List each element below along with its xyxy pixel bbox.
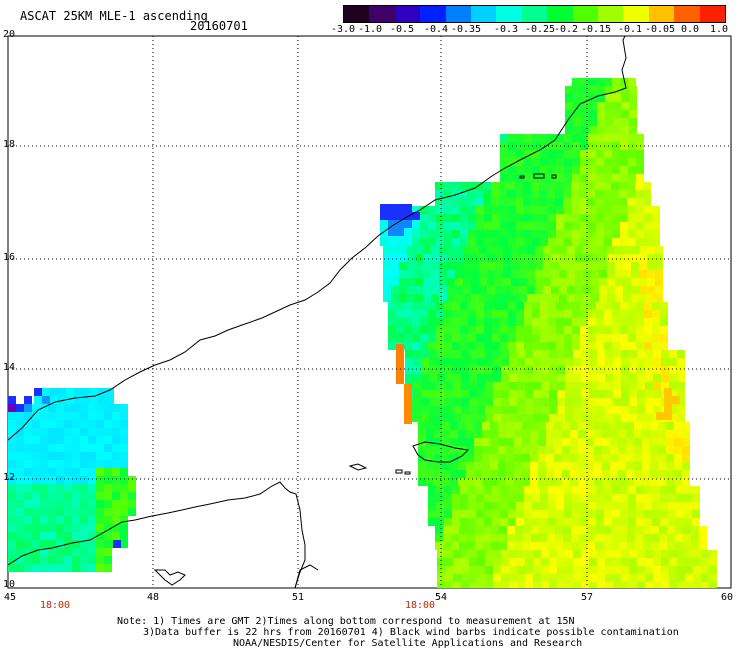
note-line-1: Note: 1) Times are GMT 2)Times along bot… [117,616,575,627]
note-line-3: NOAA/NESDIS/Center for Satellite Applica… [233,638,583,649]
colorbar-segment [420,6,446,22]
colorbar-segment [572,6,599,22]
island [395,469,403,474]
longitude-label: 57 [580,592,594,603]
product-title: ASCAT 25KM MLE-1 ascending [20,9,208,23]
colorbar-segment [344,6,370,22]
colorbar-tick-label: 0.0 [680,24,700,35]
latitude-label: 14 [3,362,16,373]
colorbar-tick-label: -0.1 [617,24,643,35]
colorbar-tick-label: 1.0 [709,24,729,35]
island [551,174,557,179]
latitude-label: 10 [3,579,16,590]
colorbar-tick-label: -0.5 [389,24,415,35]
colorbar [343,5,726,23]
latitude-label: 12 [3,472,16,483]
coastline-somalia [7,481,306,589]
note-line-2: 3)Data buffer is 22 hrs from 20160701 4)… [143,627,679,638]
colorbar-tick-label: -0.35 [450,24,482,35]
colorbar-segment [445,6,472,22]
colorbar-tick-label: -0.25 [524,24,556,35]
product-date: 20160701 [190,19,248,33]
pass-time-label: 18:00 [39,600,71,611]
colorbar-segment [521,6,548,22]
longitude-label: 45 [3,592,17,603]
latitude-label: 20 [3,29,16,40]
coastline-somalia-south [294,564,319,589]
island [533,173,545,179]
longitude-label: 54 [434,592,448,603]
colorbar-segment [394,6,421,22]
island [348,463,368,471]
latitude-label: 16 [3,252,16,263]
longitude-label: 60 [720,592,734,603]
colorbar-tick-label: -1.0 [357,24,383,35]
colorbar-tick-label: -0.4 [423,24,449,35]
colorbar-segment [369,6,395,22]
coastline-ras-hafun [153,569,186,586]
longitude-label: 51 [291,592,305,603]
pass-time-label: 18:00 [404,600,436,611]
colorbar-segment [496,6,522,22]
colorbar-segment [699,6,726,22]
colorbar-tick-label: -0.3 [493,24,519,35]
island [519,175,525,179]
colorbar-segment [648,6,675,22]
colorbar-segment [674,6,700,22]
island [404,471,411,475]
coastline-arabia [7,35,627,441]
colorbar-tick-label: -0.2 [553,24,579,35]
colorbar-tick-label: -3.0 [330,24,356,35]
colorbar-tick-label: -0.15 [580,24,612,35]
colorbar-segment [623,6,649,22]
coastline-socotra [412,441,470,463]
colorbar-segment [547,6,573,22]
colorbar-segment [471,6,497,22]
colorbar-segment [598,6,624,22]
colorbar-tick-label: -0.05 [644,24,676,35]
longitude-label: 48 [146,592,160,603]
latitude-label: 18 [3,139,16,150]
